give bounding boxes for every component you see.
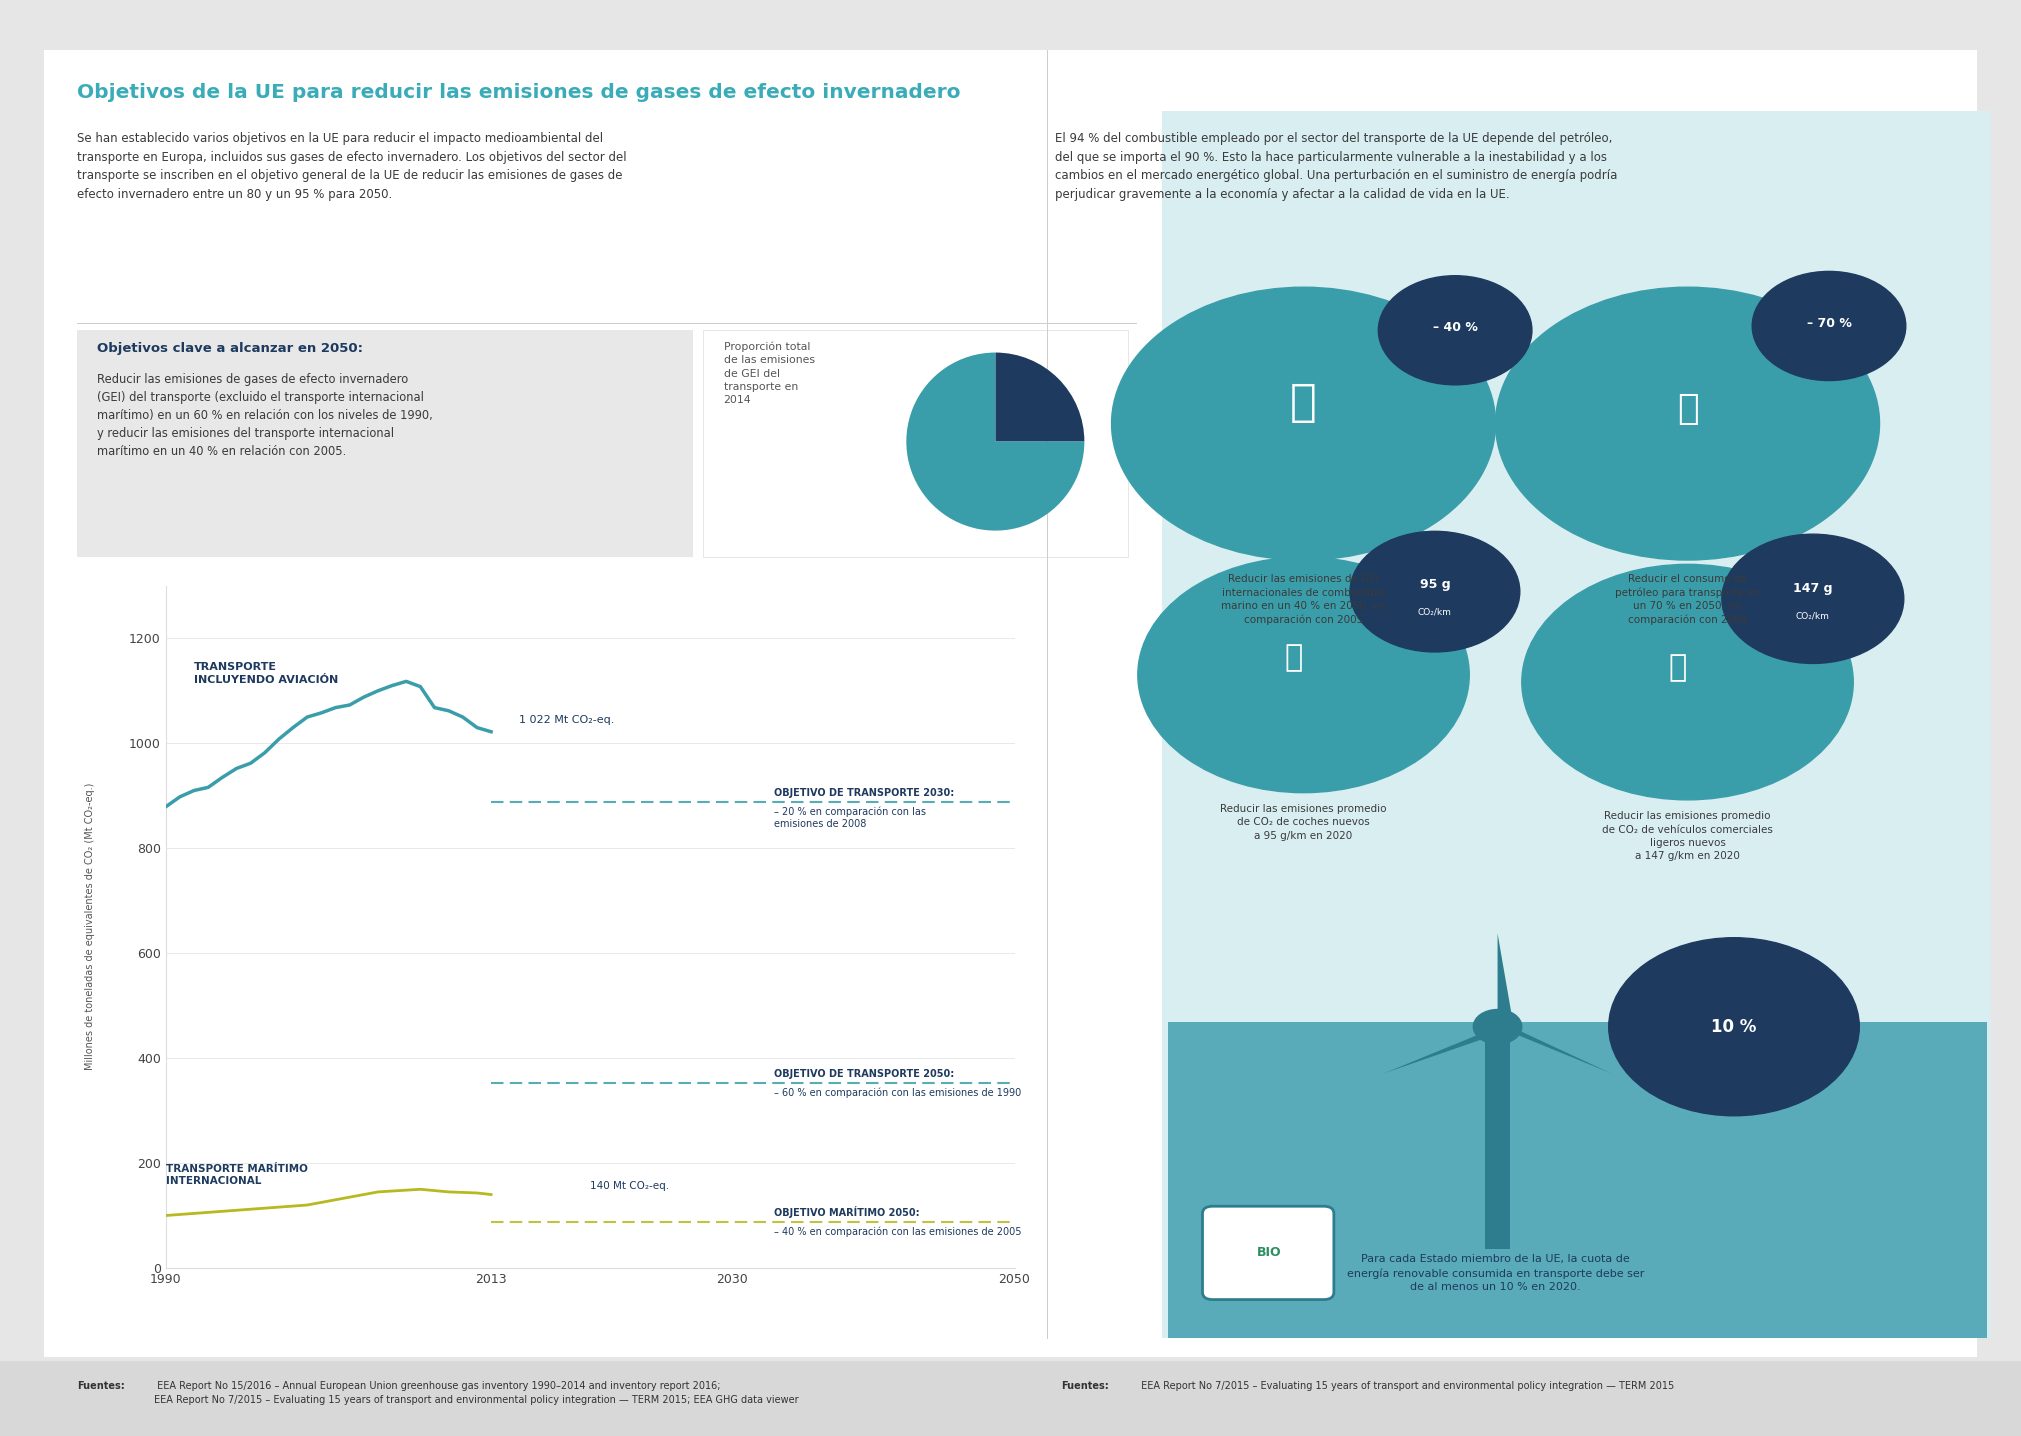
Wedge shape bbox=[905, 353, 1085, 530]
Text: 🚚: 🚚 bbox=[1667, 653, 1688, 682]
Text: EEA Report No 15/2016 – Annual European Union greenhouse gas inventory 1990–2014: EEA Report No 15/2016 – Annual European … bbox=[154, 1381, 798, 1404]
Polygon shape bbox=[1489, 1017, 1611, 1074]
Text: 25 %: 25 % bbox=[1008, 439, 1045, 454]
Text: Reducir las emisiones de gases de efecto invernadero
(GEI) del transporte (exclu: Reducir las emisiones de gases de efecto… bbox=[97, 373, 432, 458]
Circle shape bbox=[1522, 564, 1853, 800]
FancyBboxPatch shape bbox=[1162, 111, 1991, 1338]
FancyBboxPatch shape bbox=[77, 330, 693, 557]
Text: OBJETIVO MARÍTIMO 2050:: OBJETIVO MARÍTIMO 2050: bbox=[774, 1206, 920, 1218]
Text: – 20 % en comparación con las
emisiones de 2008: – 20 % en comparación con las emisiones … bbox=[774, 806, 926, 829]
Circle shape bbox=[1609, 938, 1859, 1116]
Circle shape bbox=[1378, 276, 1532, 385]
FancyBboxPatch shape bbox=[1485, 1034, 1510, 1249]
Text: – 40 %: – 40 % bbox=[1433, 320, 1477, 335]
Text: – 60 % en comparación con las emisiones de 1990: – 60 % en comparación con las emisiones … bbox=[774, 1087, 1021, 1099]
Circle shape bbox=[1350, 531, 1520, 652]
Text: Reducir las emisiones de GEI
internacionales de combustible
marino en un 40 % en: Reducir las emisiones de GEI internacion… bbox=[1221, 574, 1386, 625]
Polygon shape bbox=[1384, 1027, 1498, 1074]
Text: 95 g: 95 g bbox=[1419, 577, 1451, 592]
Text: Objetivos clave a alcanzar en 2050:: Objetivos clave a alcanzar en 2050: bbox=[97, 342, 364, 355]
Text: OBJETIVO DE TRANSPORTE 2050:: OBJETIVO DE TRANSPORTE 2050: bbox=[774, 1068, 954, 1078]
Text: Reducir las emisiones promedio
de CO₂ de vehículos comerciales
ligeros nuevos
a : Reducir las emisiones promedio de CO₂ de… bbox=[1603, 811, 1772, 862]
FancyBboxPatch shape bbox=[703, 330, 1128, 557]
Text: 140 Mt CO₂-eq.: 140 Mt CO₂-eq. bbox=[590, 1182, 669, 1192]
Text: 147 g: 147 g bbox=[1793, 582, 1833, 596]
FancyBboxPatch shape bbox=[1202, 1206, 1334, 1300]
Text: EEA Report No 7/2015 – Evaluating 15 years of transport and environmental policy: EEA Report No 7/2015 – Evaluating 15 yea… bbox=[1138, 1381, 1673, 1391]
FancyBboxPatch shape bbox=[1168, 1022, 1987, 1338]
Text: CO₂/km: CO₂/km bbox=[1797, 612, 1829, 620]
Circle shape bbox=[1138, 557, 1469, 793]
Text: Reducir las emisiones promedio
de CO₂ de coches nuevos
a 95 g/km en 2020: Reducir las emisiones promedio de CO₂ de… bbox=[1221, 804, 1386, 840]
Text: 🚗: 🚗 bbox=[1283, 643, 1304, 672]
Text: 🛢: 🛢 bbox=[1677, 392, 1698, 426]
Circle shape bbox=[1473, 1010, 1522, 1044]
Text: TRANSPORTE MARÍTIMO
INTERNACIONAL: TRANSPORTE MARÍTIMO INTERNACIONAL bbox=[166, 1163, 307, 1186]
FancyBboxPatch shape bbox=[0, 1361, 2021, 1436]
Text: Para cada Estado miembro de la UE, la cuota de
energía renovable consumida en tr: Para cada Estado miembro de la UE, la cu… bbox=[1346, 1255, 1645, 1292]
Polygon shape bbox=[1498, 933, 1514, 1027]
Text: BIO: BIO bbox=[1257, 1245, 1281, 1259]
Circle shape bbox=[1496, 287, 1880, 560]
Text: Proporción total
de las emisiones
de GEI del
transporte en
2014: Proporción total de las emisiones de GEI… bbox=[724, 342, 814, 405]
Text: – 70 %: – 70 % bbox=[1807, 316, 1851, 330]
Text: Fuentes:: Fuentes: bbox=[1061, 1381, 1110, 1391]
Text: Reducir el consumo de
petróleo para transporte en
un 70 % en 2050, en
comparació: Reducir el consumo de petróleo para tran… bbox=[1615, 574, 1760, 626]
Text: 1 022 Mt CO₂-eq.: 1 022 Mt CO₂-eq. bbox=[519, 715, 614, 725]
Wedge shape bbox=[994, 353, 1085, 442]
Text: CO₂/km: CO₂/km bbox=[1419, 607, 1451, 616]
Circle shape bbox=[1752, 271, 1906, 381]
Text: Millones de toneladas de equivalentes de CO₂ (Mt CO₂-eq.): Millones de toneladas de equivalentes de… bbox=[85, 783, 95, 1070]
Text: El 94 % del combustible empleado por el sector del transporte de la UE depende d: El 94 % del combustible empleado por el … bbox=[1055, 132, 1617, 201]
FancyBboxPatch shape bbox=[44, 50, 1977, 1357]
Text: OBJETIVO DE TRANSPORTE 2030:: OBJETIVO DE TRANSPORTE 2030: bbox=[774, 788, 954, 798]
Text: ⛴: ⛴ bbox=[1289, 381, 1318, 424]
Text: Se han establecido varios objetivos en la UE para reducir el impacto medioambien: Se han establecido varios objetivos en l… bbox=[77, 132, 627, 201]
Circle shape bbox=[1722, 534, 1904, 663]
Text: TRANSPORTE
INCLUYENDO AVIACIÓN: TRANSPORTE INCLUYENDO AVIACIÓN bbox=[194, 662, 338, 685]
Circle shape bbox=[1112, 287, 1496, 560]
Text: 10 %: 10 % bbox=[1712, 1018, 1756, 1035]
Text: Fuentes:: Fuentes: bbox=[77, 1381, 125, 1391]
Text: – 40 % en comparación con las emisiones de 2005: – 40 % en comparación con las emisiones … bbox=[774, 1226, 1021, 1236]
Text: Objetivos de la UE para reducir las emisiones de gases de efecto invernadero: Objetivos de la UE para reducir las emis… bbox=[77, 83, 960, 102]
